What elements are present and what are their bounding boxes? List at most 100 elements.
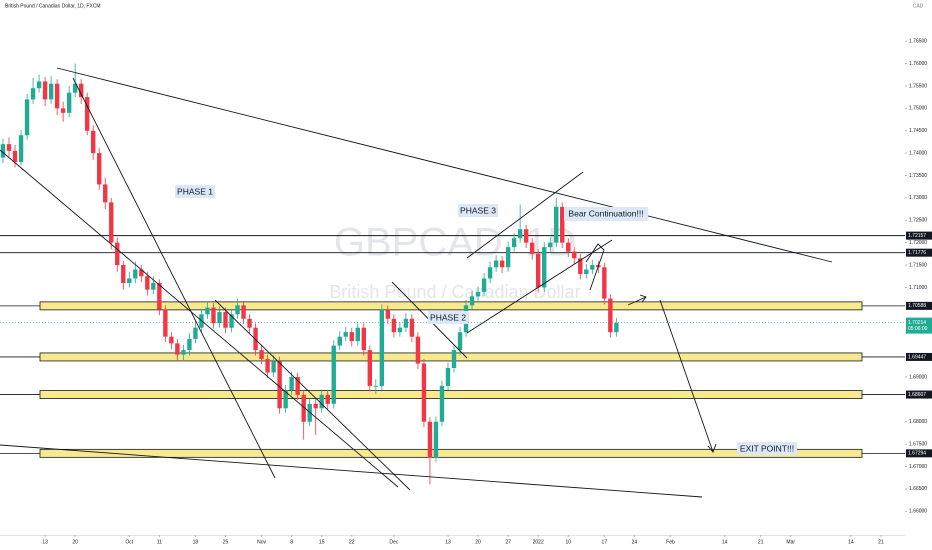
y-tick-label: 1.73000	[909, 195, 927, 201]
candle-body	[433, 421, 439, 458]
arrow	[659, 299, 714, 453]
candle-body	[403, 318, 409, 328]
candle-body	[325, 394, 330, 404]
y-tick-label: 1.72500	[909, 218, 927, 224]
candles	[0, 63, 619, 485]
candle-body	[584, 269, 589, 274]
x-tick-label: 14	[722, 539, 728, 545]
candle-body	[439, 385, 445, 422]
y-tick-label: 1.72000	[909, 240, 927, 246]
x-tick-label: 17	[602, 539, 608, 545]
candle-body	[36, 81, 42, 89]
level-label: 1.68607	[908, 392, 926, 398]
candle-body	[313, 403, 318, 409]
price-axis	[905, 0, 932, 550]
y-tick-label: 1.71000	[909, 285, 927, 291]
candle-body	[511, 238, 517, 248]
watermark-symbol: GBPCAD, 1D	[334, 221, 576, 265]
trend-line	[56, 67, 833, 263]
x-tick-label: 15	[319, 539, 325, 545]
candle-body	[211, 307, 216, 324]
x-tick-label: 27	[505, 539, 511, 545]
note-label: Bear Continuation!!!	[568, 208, 643, 218]
candle-body	[91, 130, 96, 154]
y-tick-label: 1.68000	[909, 419, 927, 425]
last-price-label: 1.70214	[908, 320, 926, 326]
candle-body	[379, 309, 385, 386]
annotations: PHASE 1 PHASE 2 PHASE 3 Bear Continuatio…	[175, 185, 797, 455]
x-tick-label: 2022	[533, 539, 544, 545]
level-label-bg	[906, 449, 932, 458]
level-label: 1.71776	[908, 250, 926, 256]
zone	[39, 352, 863, 362]
candle-body	[566, 242, 571, 252]
candle-body	[409, 318, 415, 337]
symbol-header: British Pound / Canadian Dollar, 1D, FXC…	[5, 3, 101, 9]
candle-body	[355, 327, 360, 342]
x-tick-label: 21	[758, 539, 764, 545]
y-tick-label: 1.67000	[909, 464, 927, 470]
x-tick-label: 13	[42, 539, 48, 545]
currency: CAD	[913, 3, 924, 9]
candle-body	[451, 350, 457, 369]
candle-body	[445, 368, 451, 386]
candle-body	[523, 229, 529, 243]
label-box	[175, 185, 215, 198]
y-tick-label: 1.76000	[909, 61, 927, 67]
candle-body	[97, 153, 102, 185]
candle-body	[475, 291, 481, 297]
trend-line	[0, 149, 399, 488]
y-tick-label: 1.74000	[909, 150, 927, 156]
x-tick-label: Mar	[786, 539, 795, 545]
zone	[39, 301, 863, 311]
x-tick-label: Dec	[389, 539, 398, 545]
candle-body	[175, 343, 180, 355]
y-tick-label: 1.66000	[909, 509, 927, 515]
level-label-bg	[906, 390, 932, 399]
watermark-name: British Pound / Canadian Dollar	[329, 282, 580, 302]
candle-body	[151, 282, 156, 290]
candle-body	[78, 83, 84, 98]
level-label: 1.69447	[908, 354, 926, 360]
level-label-bg	[906, 248, 932, 257]
candle-body	[481, 278, 487, 292]
trend-line	[466, 239, 613, 334]
x-tick-label: 8	[290, 539, 293, 545]
candle-body	[529, 242, 535, 254]
x-tick-label: 20	[475, 539, 481, 545]
candle-body	[457, 332, 463, 351]
candle-body	[241, 305, 246, 319]
y-tick-label: 1.73500	[909, 173, 927, 179]
y-tick-label: 1.75000	[909, 106, 927, 112]
countdown: 05:06:00	[908, 326, 928, 332]
x-tick-label: 20	[72, 539, 78, 545]
x-tick-label: Nov	[257, 539, 266, 545]
candle-body	[181, 350, 186, 355]
phase-label: PHASE 3	[460, 205, 496, 215]
phase-label: PHASE 2	[430, 312, 466, 322]
candle-body	[289, 376, 294, 391]
candle-body	[247, 318, 252, 328]
candle-body	[578, 258, 583, 274]
trend-line	[466, 171, 584, 259]
phase-label: PHASE 1	[177, 186, 213, 196]
candle-body	[12, 150, 18, 163]
candle-body	[48, 83, 54, 100]
candle-body	[42, 81, 48, 100]
level-label: 1.67294	[908, 451, 926, 457]
candle-body	[608, 298, 613, 333]
candle-body	[265, 359, 270, 373]
candle-body	[24, 99, 30, 136]
arrow-head	[639, 294, 647, 303]
candle-body	[229, 314, 234, 328]
candle-body	[349, 332, 354, 342]
candle-body	[127, 278, 132, 283]
label-box	[458, 204, 498, 217]
x-tick-label: 21	[878, 539, 884, 545]
candle-body	[361, 327, 367, 351]
candle-body	[205, 307, 210, 315]
x-tick-label: 10	[565, 539, 571, 545]
candle-body	[517, 229, 523, 239]
candle-body	[572, 251, 577, 259]
